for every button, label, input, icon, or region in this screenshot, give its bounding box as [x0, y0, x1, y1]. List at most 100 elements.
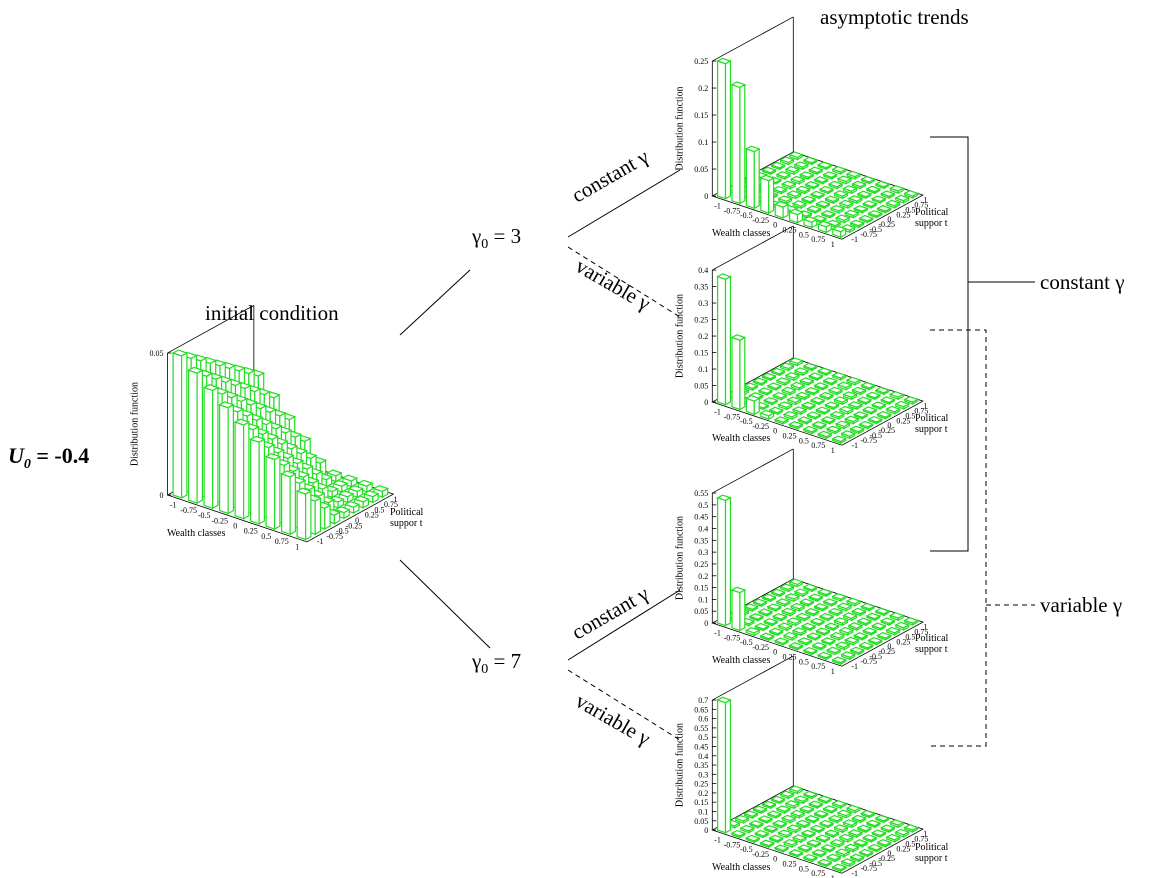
z-axis-label: Distribution function	[674, 86, 685, 170]
bar	[876, 632, 893, 641]
chart-g3-variable: 0 0.05 0.1 0.15 0.2 0.25 0.3 0.35 0.4 Distributio…	[674, 225, 949, 455]
bar	[818, 612, 835, 622]
bar	[341, 474, 359, 488]
bar	[816, 367, 833, 377]
bars	[716, 57, 920, 239]
y-tick-label: -0.75	[860, 230, 877, 239]
bar	[777, 829, 794, 839]
y-tick-label: -0.5	[336, 527, 349, 536]
bar	[851, 180, 867, 190]
bar	[809, 396, 826, 406]
tree-connectors	[399, 169, 681, 741]
x-tick-label: -0.25	[211, 516, 228, 525]
x-tick-label: 0	[773, 855, 777, 864]
x-tick-label: 0.5	[261, 532, 271, 541]
y-tick-label: -0.75	[326, 532, 343, 541]
y-tick-label: -0.25	[878, 647, 895, 656]
x-axis-label: Wealth classes	[712, 228, 770, 239]
bar	[280, 470, 297, 536]
y-tick-label: 0.25	[896, 637, 910, 646]
z-tick-label: 0.15	[694, 111, 708, 120]
bar	[757, 815, 774, 824]
y-tick-label: 0	[887, 421, 891, 430]
bar	[831, 593, 848, 602]
bar	[870, 622, 887, 631]
bar	[813, 603, 830, 612]
bar	[860, 809, 876, 819]
z-tick-label: 0.15	[694, 349, 708, 358]
bar	[843, 415, 860, 425]
bar	[876, 839, 893, 848]
x-tick-label: -1	[170, 501, 177, 510]
y-axis-label-line1: Political	[915, 207, 949, 218]
bar	[331, 479, 349, 494]
x-tick-label: -0.75	[724, 412, 741, 421]
bar	[793, 795, 810, 805]
y-tick-label: -0.75	[860, 864, 877, 873]
bar	[789, 602, 806, 612]
y-tick-label: -0.25	[878, 854, 895, 863]
z-tick-label: 0	[704, 619, 708, 628]
bar	[860, 602, 876, 612]
z-tick-label: 0.45	[694, 742, 708, 751]
bar	[838, 833, 855, 843]
bar	[807, 593, 824, 603]
bar	[791, 200, 808, 210]
y-tick-label: -0.5	[869, 859, 882, 868]
g7-variable-branch-label: variable γ	[572, 689, 655, 751]
bar	[820, 210, 837, 219]
bar	[843, 843, 860, 853]
bar	[730, 829, 747, 839]
bar	[789, 175, 806, 185]
bar	[870, 195, 887, 204]
bar	[851, 607, 867, 617]
y-tick-label: -1	[851, 441, 858, 450]
bar	[780, 386, 797, 396]
z-tick-label: 0.45	[694, 513, 708, 522]
bar	[743, 603, 759, 613]
bar	[849, 853, 866, 863]
branch-g7-variable	[567, 669, 681, 741]
bar	[811, 421, 828, 430]
bar	[815, 200, 831, 210]
bar	[843, 209, 860, 219]
x-tick-label: 0.75	[811, 869, 825, 878]
z-tick-label: 0	[704, 398, 708, 407]
bar	[782, 631, 799, 642]
bar	[811, 642, 828, 651]
bar	[842, 185, 858, 195]
y-tick-label: -0.75	[860, 436, 877, 445]
y-tick-label: -0.25	[878, 426, 895, 435]
bar	[770, 367, 786, 377]
y-tick-label: 0.5	[905, 839, 915, 848]
y-tick-label: 0.75	[914, 835, 928, 844]
x-tick-label: -0.5	[740, 211, 753, 220]
bar	[202, 384, 220, 510]
bar	[798, 598, 815, 607]
bar	[804, 608, 821, 617]
bar	[818, 185, 835, 195]
bar	[793, 588, 810, 598]
y-tick-label: 0.5	[905, 411, 915, 420]
bar	[860, 175, 876, 185]
bar	[867, 636, 884, 646]
bar	[786, 190, 803, 200]
z-tick-label: 0.6	[698, 715, 708, 724]
bar	[780, 607, 797, 617]
y-tick-label: -0.25	[878, 220, 895, 229]
bar	[347, 485, 365, 499]
z-tick-label: 0.25	[694, 560, 708, 569]
y-tick-label: 0.25	[365, 511, 379, 520]
bar	[759, 632, 776, 642]
x-tick-label: -0.5	[740, 845, 753, 854]
bar	[788, 421, 804, 430]
z-tick-label: 0.5	[698, 501, 708, 510]
bar	[885, 626, 902, 636]
bar	[888, 391, 905, 401]
chart-floor	[711, 785, 924, 874]
z-axis-label: Distribution function	[674, 516, 685, 600]
bar	[757, 387, 774, 396]
bars	[716, 273, 920, 445]
bar	[779, 156, 795, 166]
